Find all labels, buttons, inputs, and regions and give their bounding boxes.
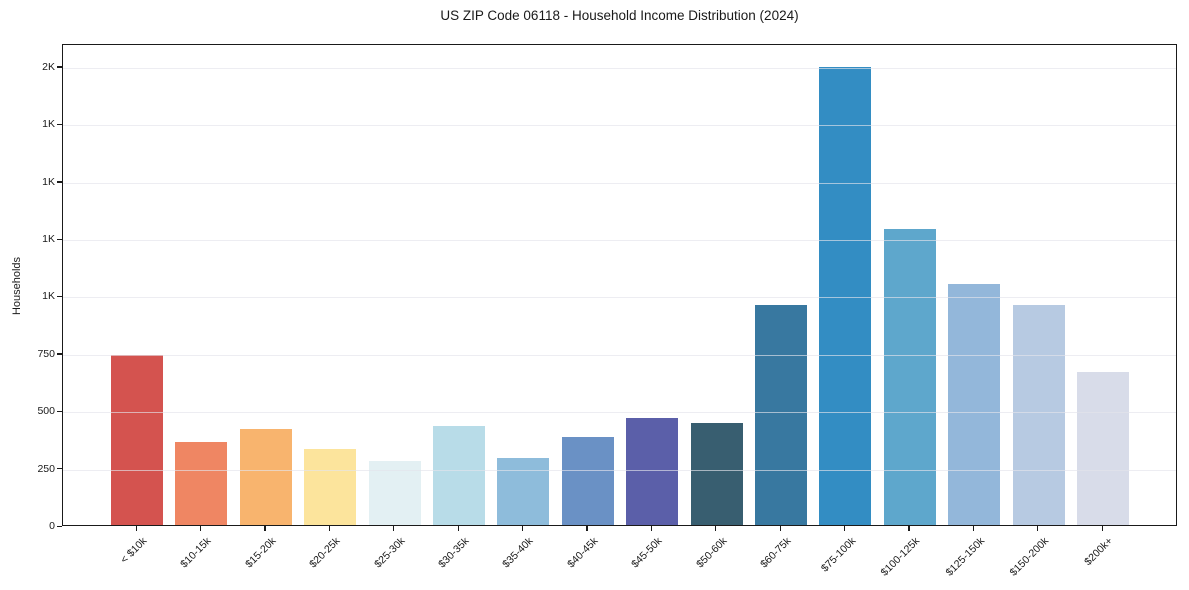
x-tick-label: $150-200k [1007,535,1052,579]
x-tick-mark [715,526,717,531]
x-tick-mark [393,526,395,531]
gridline [63,469,1176,471]
x-tick-label: $75-100k [818,535,858,575]
y-tick-mark [57,238,62,240]
y-tick-mark [57,525,62,527]
bar-$40-45k [561,436,614,525]
gridline [63,67,1176,69]
bar-$20-25k [304,449,357,525]
x-tick-mark [972,526,974,531]
x-tick-label: $30-35k [436,535,472,571]
x-tick-label: $25-30k [371,535,408,571]
x-tick-mark [135,526,137,531]
x-tick-mark [586,526,588,531]
gridline [63,240,1176,242]
gridline [63,125,1176,127]
x-tick-mark [521,526,524,531]
x-tick-mark [1101,526,1103,531]
bar-$30-35k [433,426,485,525]
x-tick-label: $125-150k [943,535,987,579]
bar-$200k+ [1077,372,1129,525]
x-tick-mark [843,526,846,531]
x-tick-mark [779,526,781,531]
x-tick-label: $15-20k [242,535,279,571]
y-tick-mark [57,295,62,298]
y-tick-mark [57,66,62,68]
gridline [63,412,1176,414]
plot-area [62,44,1177,526]
y-tick-mark [57,410,62,413]
y-tick-mark [57,468,62,470]
x-tick-label: $50-60k [693,535,730,571]
bar-$50-60k [690,422,743,525]
y-tick-label: 2K [42,60,55,73]
bar-$100-125k [883,228,936,525]
y-tick-label: 750 [37,347,55,360]
bar-< $10k [111,355,163,525]
y-axis-label: Households [11,256,23,316]
y-tick-label: 1K [42,118,55,131]
y-tick-label: 500 [37,405,55,418]
bar-$150-200k [1012,304,1065,525]
x-tick-label: $40-45k [564,535,601,571]
gridline [63,182,1176,184]
bar-$60-75k [755,304,807,525]
x-tick-label: $10-15k [178,535,214,571]
x-tick-label: $35-40k [500,535,536,571]
y-tick-label: 250 [37,462,55,475]
x-tick-mark [1037,526,1039,531]
gridline [63,354,1176,356]
x-tick-mark [328,526,330,531]
x-tick-label: $60-75k [758,535,794,571]
x-tick-mark [264,526,266,531]
y-tick-mark [57,181,62,183]
y-tick-label: 0 [49,520,55,532]
gridline [63,297,1176,299]
y-tick-mark [57,123,62,126]
bar-$125-150k [948,284,1001,525]
x-tick-label: $200k+ [1082,535,1116,569]
x-tick-label: $20-25k [307,535,343,571]
x-tick-mark [199,526,202,531]
bar-$25-30k [368,460,421,525]
chart-title: US ZIP Code 06118 - Household Income Dis… [440,8,799,23]
y-tick-label: 1K [42,233,55,246]
bar-$45-50k [626,418,679,525]
x-tick-mark [457,526,459,531]
y-tick-mark [57,353,62,355]
y-tick-label: 1K [42,175,55,188]
bar-$15-20k [239,428,292,525]
bar-$10-15k [175,442,228,525]
y-tick-label: 1K [42,290,55,303]
x-tick-mark [908,526,910,531]
x-tick-label: $100-125k [878,535,923,579]
bar-$75-100k [819,67,872,525]
x-tick-label: < $10k [118,535,150,566]
x-tick-label: $45-50k [629,535,665,571]
x-tick-mark [650,526,652,531]
bar-$35-40k [497,458,550,525]
